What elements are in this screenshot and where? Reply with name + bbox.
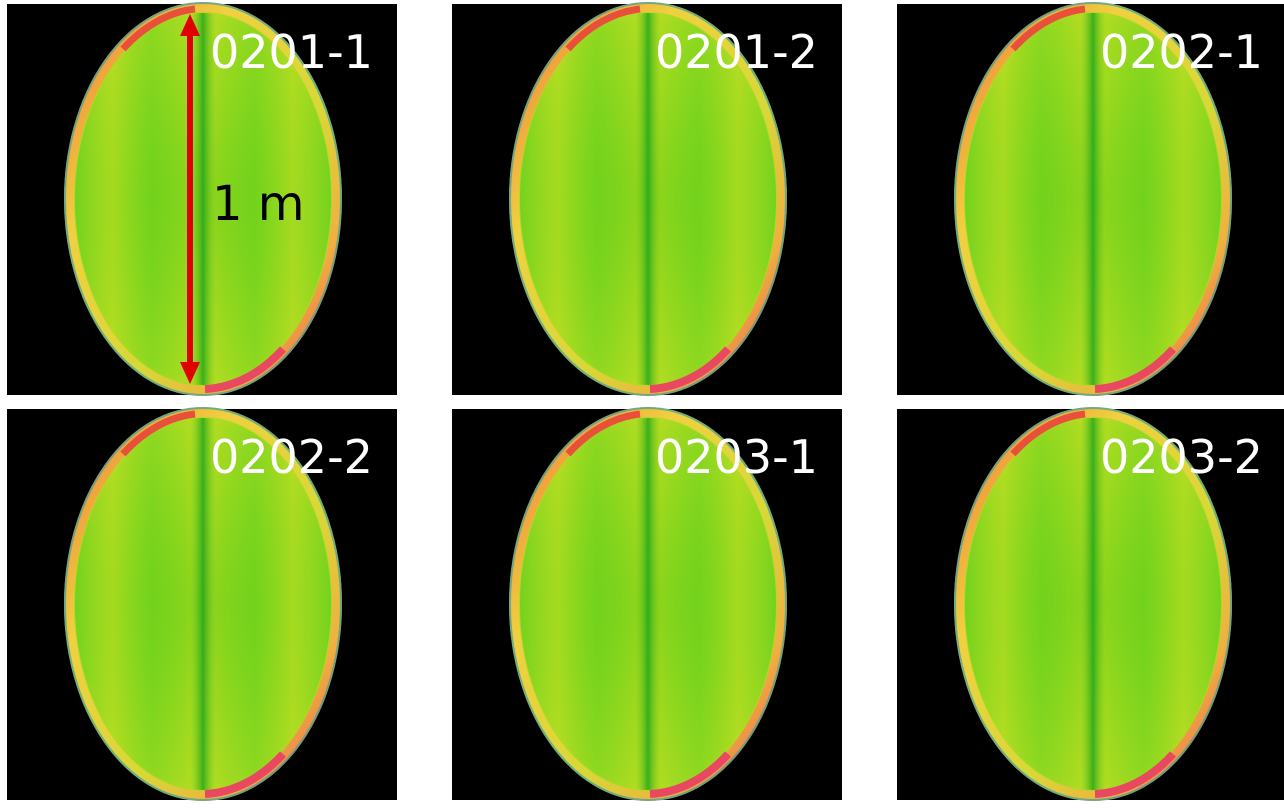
panel: 0203-2 xyxy=(897,408,1284,800)
panel-label: 0201-1 xyxy=(210,25,373,79)
panel: 0202-2 xyxy=(7,408,397,800)
panel: 0201-2 xyxy=(452,3,842,395)
figure: 0201-1 0201-2 0202-1 0202-2 0203-1 0203-2 1 m xyxy=(0,0,1284,808)
panel: 0203-1 xyxy=(452,408,842,800)
scale-label: 1 m xyxy=(212,176,305,232)
panel-label: 0202-2 xyxy=(210,430,373,484)
panel: 0202-1 xyxy=(897,3,1284,395)
panels: 0201-1 0201-2 0202-1 0202-2 0203-1 0203-2 1 m xyxy=(7,3,1284,800)
panel: 0201-1 xyxy=(7,3,397,395)
panel-label: 0202-1 xyxy=(1100,25,1263,79)
panel-label: 0203-2 xyxy=(1100,430,1263,484)
panel-label: 0201-2 xyxy=(655,25,818,79)
panel-label: 0203-1 xyxy=(655,430,818,484)
